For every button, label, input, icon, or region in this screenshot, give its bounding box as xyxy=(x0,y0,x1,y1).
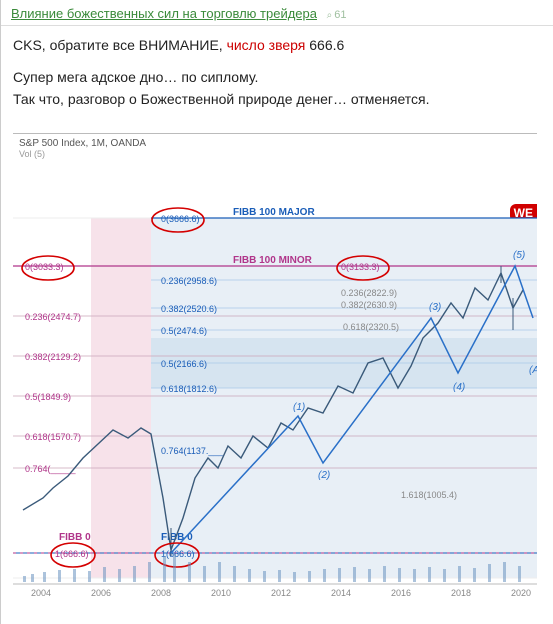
svg-text:2014: 2014 xyxy=(331,588,351,598)
svg-text:2006: 2006 xyxy=(91,588,111,598)
svg-text:0(3033.3): 0(3033.3) xyxy=(25,262,64,272)
svg-text:(A: (A xyxy=(529,365,537,376)
svg-text:(4): (4) xyxy=(453,382,465,393)
fib-minor-label: FIBB 100 MINOR xyxy=(233,255,313,266)
text: 666.6 xyxy=(305,37,344,53)
post-line-3: Так что, разговор о Божественной природе… xyxy=(13,90,541,108)
svg-text:2004: 2004 xyxy=(31,588,51,598)
svg-text:2010: 2010 xyxy=(211,588,231,598)
price-chart[interactable]: FIBB 100 MAJOR FIBB 100 MINOR 0(3033.3) xyxy=(13,158,537,604)
bg-blue-region xyxy=(151,218,537,578)
chart-title: S&P 500 Index, 1M, OANDA xyxy=(19,138,146,149)
svg-text:2018: 2018 xyxy=(451,588,471,598)
svg-text:0.382(2630.9): 0.382(2630.9) xyxy=(341,300,397,310)
svg-text:0(3666.6): 0(3666.6) xyxy=(161,214,200,224)
svg-text:1(666.6): 1(666.6) xyxy=(55,549,89,559)
svg-text:2012: 2012 xyxy=(271,588,291,598)
svg-text:2020: 2020 xyxy=(511,588,531,598)
svg-text:0.236(2822.9): 0.236(2822.9) xyxy=(341,288,397,298)
post-header: Влияние божественных сил на торговлю тре… xyxy=(1,0,553,26)
svg-text:0.5(2166.6): 0.5(2166.6) xyxy=(161,359,207,369)
svg-text:2008: 2008 xyxy=(151,588,171,598)
chart-container: S&P 500 Index, 1M, OANDA Vol (5) SPX500U… xyxy=(13,133,537,604)
highlight-text: число зверя xyxy=(227,37,306,53)
svg-text:0.764(_____: 0.764(_____ xyxy=(25,464,77,474)
svg-text:(5): (5) xyxy=(513,250,525,261)
svg-text:0.382(2129.2): 0.382(2129.2) xyxy=(25,352,81,362)
x-axis-labels: 2004 2006 2008 2010 2012 2014 2016 2018 … xyxy=(31,588,531,598)
post-line-1: CKS, обратите все ВНИМАНИЕ, число зверя … xyxy=(13,36,541,54)
svg-text:0.618(1812.6): 0.618(1812.6) xyxy=(161,384,217,394)
svg-text:(2): (2) xyxy=(318,470,330,481)
fib-major-label: FIBB 100 MAJOR xyxy=(233,207,315,218)
svg-text:1.618(1005.4): 1.618(1005.4) xyxy=(401,490,457,500)
svg-text:2016: 2016 xyxy=(391,588,411,598)
svg-text:0.618(1570.7): 0.618(1570.7) xyxy=(25,432,81,442)
post-line-2: Супер мега адское дно… по сиплому. xyxy=(13,68,541,86)
svg-text:0.236(2474.7): 0.236(2474.7) xyxy=(25,312,81,322)
post-title-link[interactable]: Влияние божественных сил на торговлю тре… xyxy=(11,6,317,21)
svg-text:0.764(1137.___: 0.764(1137.___ xyxy=(161,446,224,456)
chart-header: S&P 500 Index, 1M, OANDA Vol (5) xyxy=(13,134,537,161)
post-body: CKS, обратите все ВНИМАНИЕ, число зверя … xyxy=(1,26,553,133)
svg-text:0.382(2520.6): 0.382(2520.6) xyxy=(161,304,217,314)
comment-count[interactable]: 61 xyxy=(327,9,347,21)
svg-text:(3): (3) xyxy=(429,302,441,313)
fib0-pink-label: FIBB 0 xyxy=(59,532,91,543)
svg-text:0(3133.3): 0(3133.3) xyxy=(341,262,380,272)
level-2320: 0.618(2320.5) xyxy=(343,322,399,332)
bg-pink-region xyxy=(91,218,151,578)
svg-text:0.5(1849.9): 0.5(1849.9) xyxy=(25,392,71,402)
svg-text:0.236(2958.6): 0.236(2958.6) xyxy=(161,276,217,286)
svg-text:(1): (1) xyxy=(293,402,305,413)
fib-labels-left: 0(3033.3) 0.236(2474.7) 0.382(2129.2) 0.… xyxy=(25,262,89,559)
svg-text:0.5(2474.6): 0.5(2474.6) xyxy=(161,326,207,336)
svg-text:1(666.6): 1(666.6) xyxy=(161,549,195,559)
text: CKS, обратите все ВНИМАНИЕ, xyxy=(13,37,227,53)
